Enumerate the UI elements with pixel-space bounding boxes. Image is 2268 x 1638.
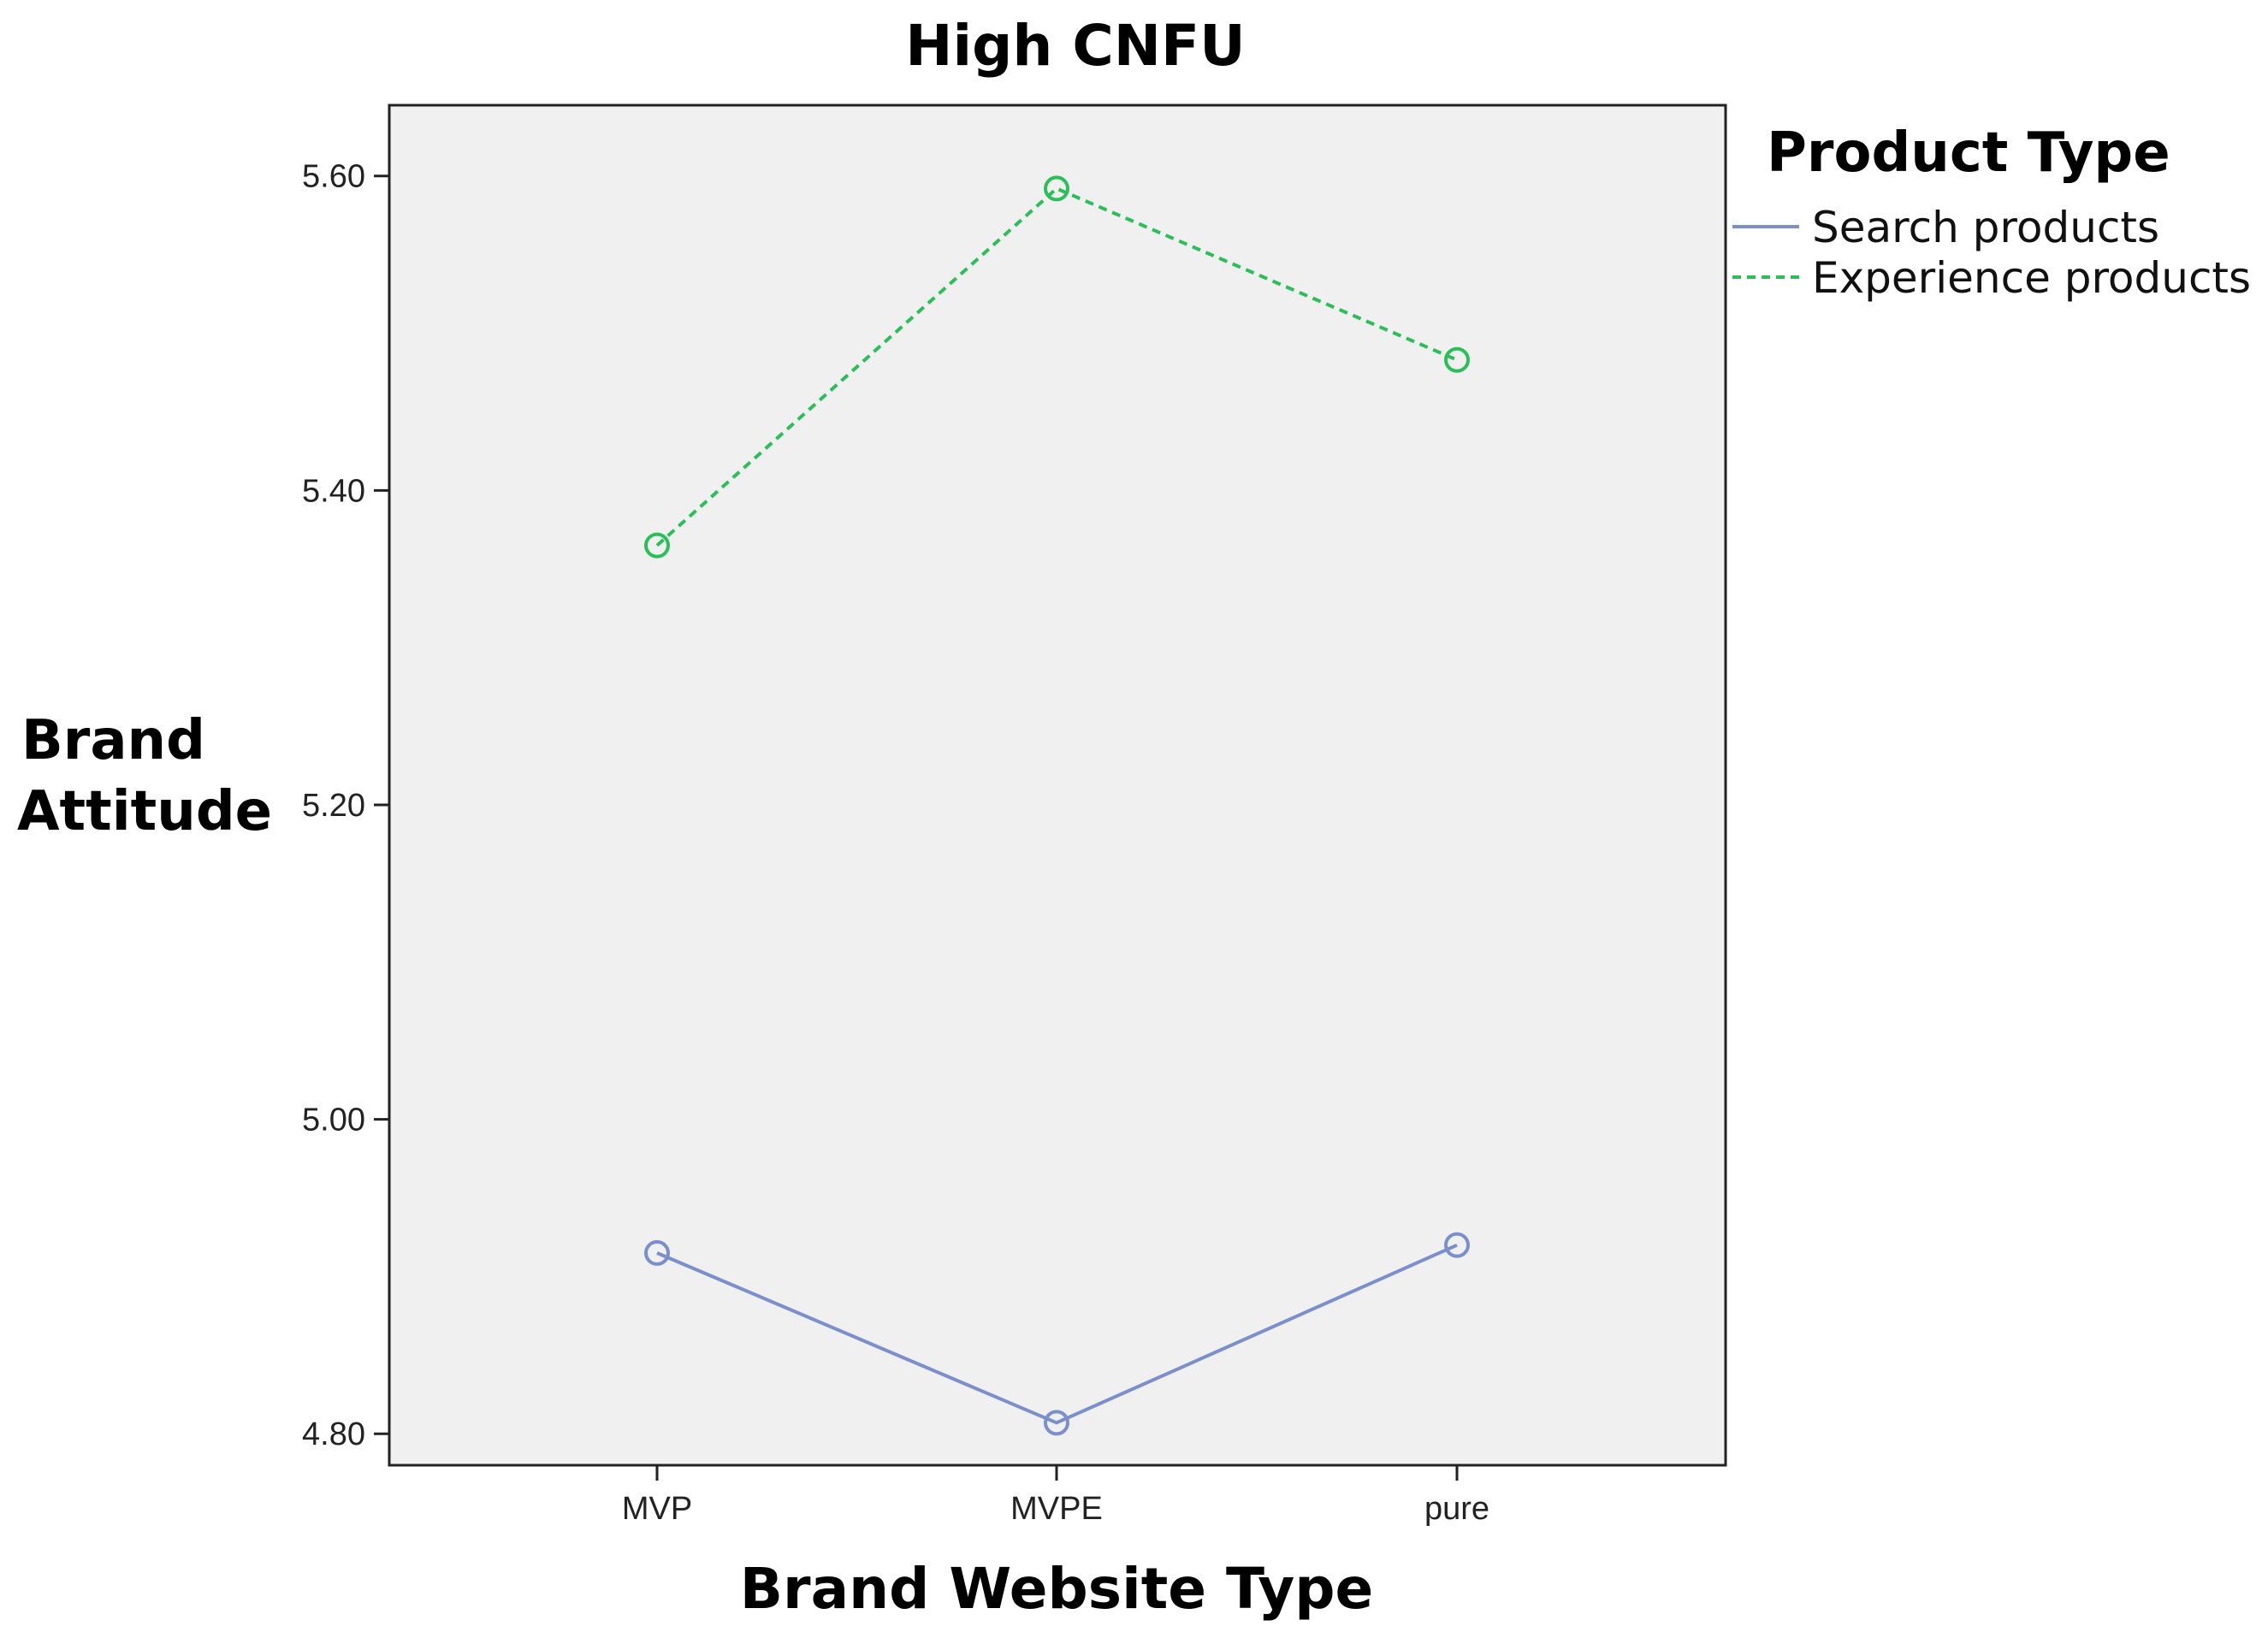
x-axis-ticks: MVP MVPE pure xyxy=(622,1465,1489,1527)
series-line-experience xyxy=(655,186,1458,547)
plot-area xyxy=(388,103,1727,1467)
series-layer xyxy=(644,175,1470,1436)
y-axis-label: Brand Attitude xyxy=(17,709,272,843)
x-tick-label: pure xyxy=(1424,1491,1489,1527)
chart-title: High CNFU xyxy=(905,13,1245,79)
y-axis-label-line-1: Brand xyxy=(21,709,205,772)
series-line-search xyxy=(656,1243,1458,1425)
x-tick-label: MVP xyxy=(622,1491,692,1527)
legend: Product Type Search products Experience … xyxy=(1732,121,2251,303)
legend-label-search: Search products xyxy=(1812,203,2159,252)
data-point-experience xyxy=(644,532,670,559)
y-tick-label: 5.40 xyxy=(302,473,365,509)
data-point-experience xyxy=(1444,346,1470,373)
y-axis-label-line-2: Attitude xyxy=(17,780,272,843)
legend-title: Product Type xyxy=(1767,121,2170,185)
x-axis-label: Brand Website Type xyxy=(740,1556,1373,1622)
y-tick-label: 5.20 xyxy=(302,788,365,824)
y-tick-label: 5.60 xyxy=(302,159,365,195)
data-point-search xyxy=(644,1239,670,1266)
legend-label-experience: Experience products xyxy=(1812,253,2251,303)
y-tick-label: 5.00 xyxy=(302,1103,365,1138)
y-axis-ticks: 4.80 5.00 5.20 5.40 5.60 xyxy=(302,159,389,1452)
data-point-experience xyxy=(1044,175,1069,202)
data-point-search xyxy=(1444,1232,1470,1258)
x-tick-label: MVPE xyxy=(1010,1491,1103,1527)
data-point-search xyxy=(1044,1410,1069,1436)
y-tick-label: 4.80 xyxy=(302,1416,365,1452)
